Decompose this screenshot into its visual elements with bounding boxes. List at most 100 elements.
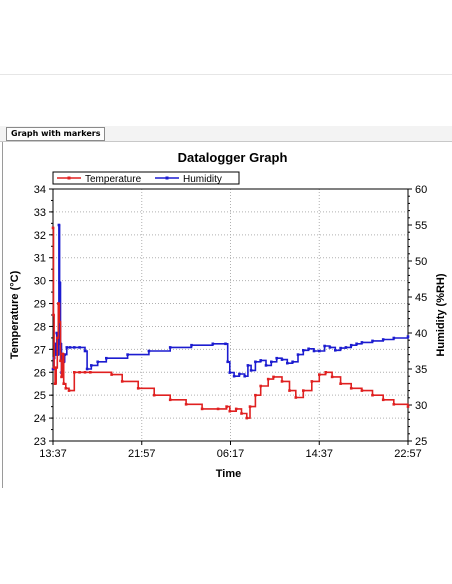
- humidity-series-point: [243, 374, 246, 378]
- y-left-tick-label: 25: [34, 390, 46, 402]
- temperature-series-point: [248, 405, 252, 408]
- humidity-series-point: [392, 336, 396, 340]
- temperature-series-point: [110, 373, 113, 376]
- humidity-series-point: [328, 346, 332, 349]
- temperature-series-point: [216, 407, 220, 411]
- legend-label: Temperature: [85, 174, 142, 185]
- temperature-series-point: [52, 313, 55, 317]
- humidity-series-point: [406, 335, 410, 338]
- y-right-tick-label: 25: [415, 436, 427, 448]
- humidity-series-point: [246, 364, 250, 367]
- y-right-tick-label: 45: [415, 292, 427, 304]
- humidity-series-point: [83, 349, 87, 353]
- temperature-series-point: [61, 352, 64, 356]
- temperature-series-point: [52, 366, 56, 369]
- y-right-axis-label: Humidity (%RH): [435, 273, 447, 356]
- humidity-series-point: [211, 342, 215, 346]
- humidity-series-point: [63, 353, 66, 356]
- humidity-series-point: [334, 349, 337, 352]
- humidity-series-point: [73, 346, 76, 349]
- temperature-series-point: [302, 389, 305, 392]
- temperature-series-point: [54, 366, 58, 369]
- temperature-series-point: [371, 393, 374, 397]
- humidity-series-point: [371, 339, 374, 343]
- humidity-series-point: [307, 347, 310, 351]
- y-left-tick-label: 23: [34, 436, 46, 448]
- chart-panel: Datalogger Graph 13:37 21:57 06:17 14:37 22:5…: [2, 142, 452, 488]
- tab-bar: Graph with markers: [0, 126, 452, 142]
- humidity-series-point: [360, 341, 364, 344]
- top-blank-area: [0, 0, 452, 126]
- humidity-series-point: [312, 349, 316, 353]
- temperature-series-point: [406, 405, 410, 408]
- temperature-series-point: [56, 336, 59, 340]
- humidity-series-point: [280, 358, 284, 361]
- humidity-series-point: [85, 367, 89, 371]
- temperature-series-point: [266, 377, 270, 381]
- temperature-series-point: [51, 226, 55, 230]
- humidity-series-point: [259, 359, 262, 362]
- humidity-series-point: [323, 344, 326, 348]
- humidity-series-point: [147, 349, 151, 353]
- temperature-series-point: [360, 389, 364, 392]
- y-right-tick-label: 50: [415, 256, 427, 268]
- humidity-series-point: [339, 346, 342, 350]
- y-right-tick-label: 35: [415, 364, 427, 376]
- temperature-series-point: [228, 409, 232, 413]
- humidity-series-point: [65, 346, 69, 349]
- y-left-tick-label: 32: [34, 230, 46, 242]
- x-axis-label: Time: [216, 468, 241, 480]
- y-left-axis-label: Temperature (°C): [9, 270, 21, 359]
- humidity-series-point: [232, 374, 236, 378]
- humidity-series-point: [349, 343, 353, 347]
- temperature-series-point: [89, 371, 92, 374]
- temperature-series-point: [120, 380, 124, 383]
- temperature-series-point: [318, 373, 321, 376]
- temperature-series-point: [280, 380, 284, 383]
- humidity-series-point: [58, 281, 61, 284]
- datalogger-chart: Datalogger Graph 13:37 21:57 06:17 14:37 22:5…: [9, 150, 447, 480]
- legend-swatch-marker: [67, 176, 71, 180]
- y-right-tick-label: 60: [415, 184, 427, 196]
- x-tick-label: 22:57: [394, 448, 422, 460]
- y-left-tick-label: 27: [34, 344, 46, 356]
- temperature-series-point: [184, 403, 188, 406]
- y-left-tick-label: 26: [34, 367, 46, 379]
- humidity-series-point: [57, 223, 61, 227]
- humidity-series-point: [381, 338, 385, 341]
- temperature-series-point: [254, 393, 257, 397]
- temperature-series-point: [59, 359, 62, 363]
- x-tick-label: 06:17: [217, 448, 245, 460]
- temperature-series-point: [272, 375, 275, 379]
- humidity-series-point: [238, 372, 241, 376]
- temperature-series-point: [67, 389, 71, 392]
- humidity-series-point: [190, 343, 193, 347]
- tab-graph-with-markers[interactable]: Graph with markers: [6, 127, 106, 141]
- temperature-series-point: [168, 398, 172, 402]
- temperature-series-point: [73, 371, 76, 374]
- legend-label: Humidity: [183, 174, 222, 185]
- temperature-series-point: [58, 320, 61, 324]
- temperature-series-point: [288, 389, 291, 392]
- humidity-series-point: [254, 360, 257, 364]
- temperature-series-point: [53, 382, 57, 385]
- legend-box: [52, 171, 240, 185]
- temperature-series-point: [310, 380, 314, 383]
- temperature-series-point: [259, 384, 262, 388]
- y-left-tick-label: 28: [34, 321, 46, 333]
- humidity-series-point: [249, 369, 253, 372]
- temperature-series-point: [152, 393, 156, 397]
- humidity-series-point: [275, 356, 278, 360]
- x-tick-label: 13:37: [39, 448, 67, 460]
- humidity-series-point: [90, 364, 93, 367]
- y-right-tick-label: 30: [415, 400, 427, 412]
- humidity-series-point: [226, 360, 229, 364]
- humidity-series-point: [54, 353, 57, 356]
- temperature-series-point: [381, 398, 385, 402]
- legend-swatch-marker: [165, 176, 169, 180]
- humidity-series-point: [96, 360, 99, 364]
- humidity-series-point: [78, 346, 81, 349]
- temperature-series-point: [83, 371, 87, 374]
- y-left-tick-label: 29: [34, 299, 46, 311]
- divider-line: [0, 74, 452, 75]
